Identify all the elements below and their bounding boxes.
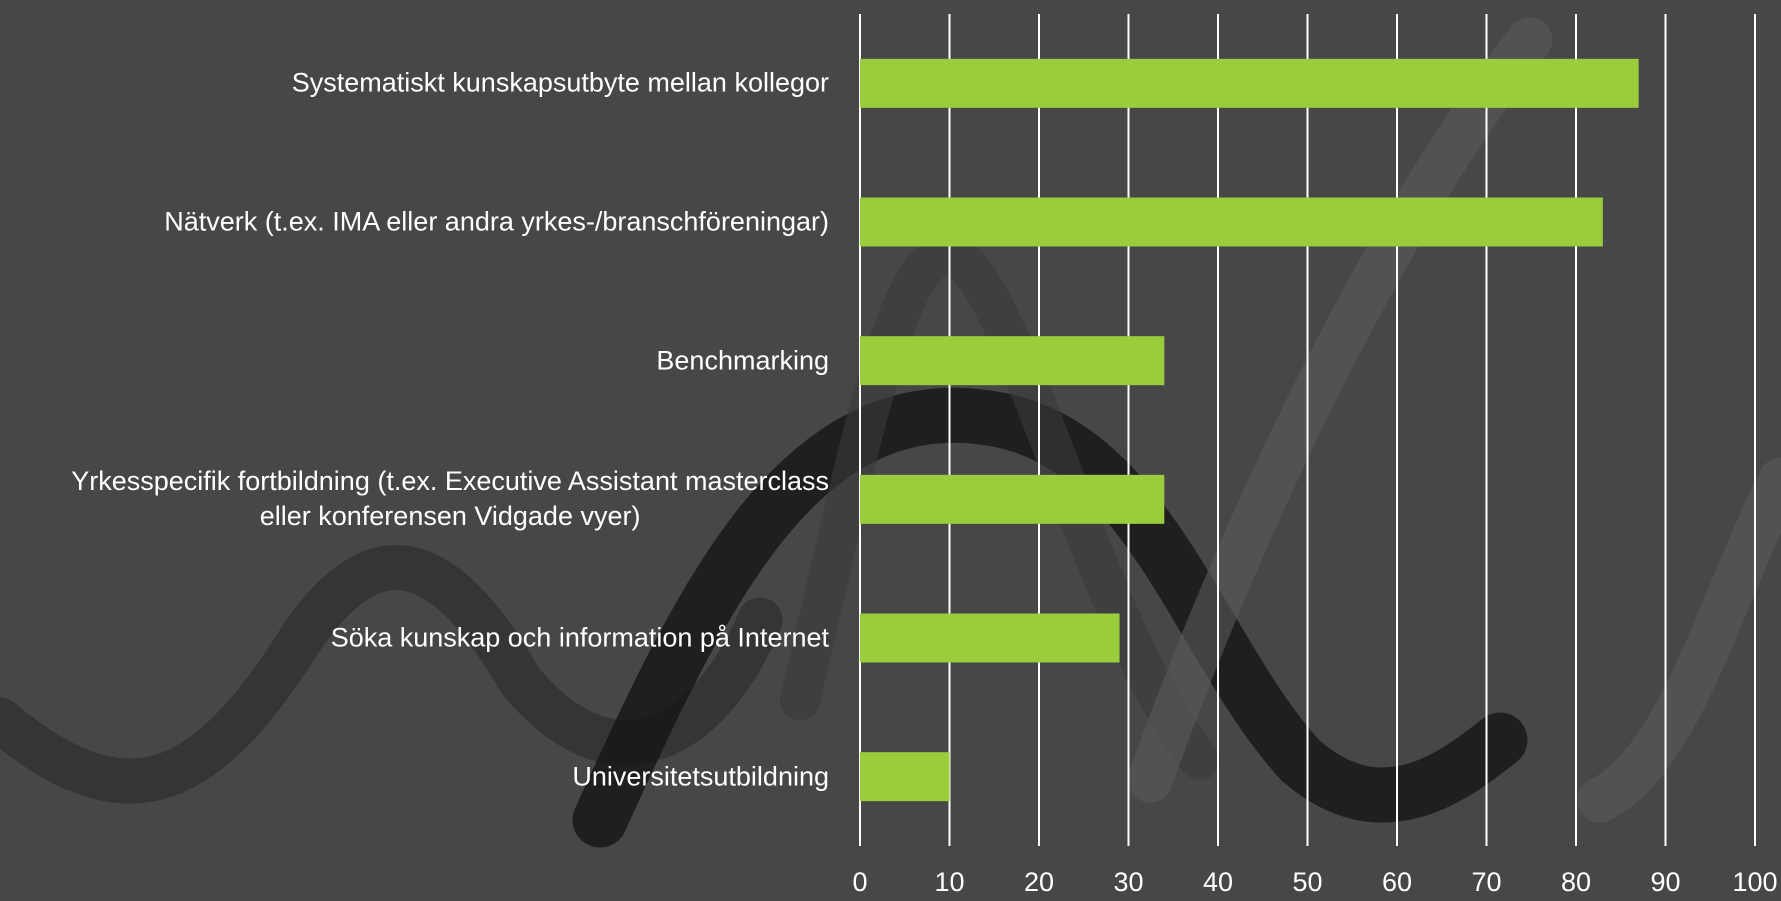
- bar: [860, 197, 1603, 247]
- category-label: Universitetsutbildning: [572, 761, 829, 792]
- x-tick-label: 60: [1382, 867, 1412, 897]
- x-tick-label: 10: [934, 867, 964, 897]
- x-tick-label: 80: [1561, 867, 1591, 897]
- bar: [860, 474, 1165, 524]
- background-art: [0, 17, 1781, 848]
- category-label: Yrkesspecifik fortbildning (t.ex. Execut…: [71, 466, 829, 532]
- x-tick-label: 70: [1471, 867, 1501, 897]
- x-tick-label: 50: [1292, 867, 1322, 897]
- category-label: Systematiskt kunskapsutbyte mellan kolle…: [291, 67, 829, 98]
- x-tick-label: 30: [1113, 867, 1143, 897]
- x-tick-label: 40: [1203, 867, 1233, 897]
- x-tick-label: 100: [1732, 867, 1777, 897]
- x-tick-label: 20: [1024, 867, 1054, 897]
- bar: [860, 58, 1639, 108]
- bar: [860, 613, 1120, 663]
- bar: [860, 336, 1165, 386]
- x-tick-label: 0: [852, 867, 867, 897]
- bar: [860, 752, 950, 802]
- x-tick-label: 90: [1650, 867, 1680, 897]
- category-label: Söka kunskap och information på Internet: [330, 622, 829, 653]
- category-label: Nätverk (t.ex. IMA eller andra yrkes-/br…: [164, 206, 829, 237]
- category-label: Benchmarking: [656, 345, 829, 376]
